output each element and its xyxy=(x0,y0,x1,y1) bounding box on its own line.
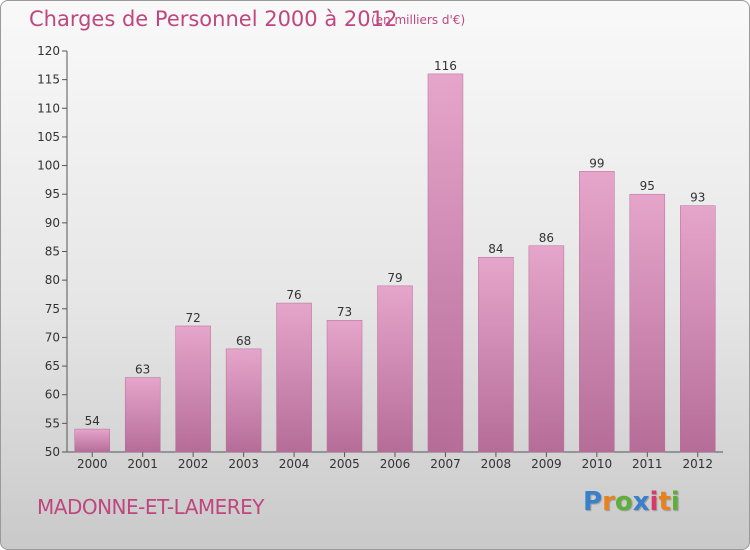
bar-2010 xyxy=(579,171,615,453)
y-tick-label: 50 xyxy=(45,445,60,459)
x-tick-label: 2002 xyxy=(178,457,209,471)
x-tick-label: 2004 xyxy=(279,457,310,471)
value-labels: 54 63 72 68 76 73 79 116 84 86 99 95 93 xyxy=(85,59,706,428)
bar-2009 xyxy=(528,245,565,453)
logo-letter: x xyxy=(632,487,650,517)
value-label: 84 xyxy=(488,242,503,256)
chart-subtitle: (en milliers d'€) xyxy=(371,13,466,27)
x-tick-label: 2009 xyxy=(531,457,562,471)
x-tick-label: 2011 xyxy=(632,457,663,471)
x-tick-label: 2001 xyxy=(127,457,158,471)
y-tick-label: 105 xyxy=(37,130,60,144)
y-tick-label: 60 xyxy=(45,388,60,402)
logo-letter: i xyxy=(649,487,659,517)
logo-letter: i xyxy=(670,487,680,517)
y-tick-label: 75 xyxy=(45,302,60,316)
bar-2003 xyxy=(225,348,262,453)
y-tick-label: 55 xyxy=(45,416,60,430)
value-label: 95 xyxy=(640,179,655,193)
y-tick-label: 90 xyxy=(45,216,60,230)
value-label: 68 xyxy=(236,334,251,348)
x-tick-label: 2008 xyxy=(481,457,512,471)
logo-letter: t xyxy=(658,487,671,517)
y-tick-label: 70 xyxy=(45,330,60,344)
bar-2000 xyxy=(74,428,110,453)
value-label: 86 xyxy=(539,231,554,245)
bar-2011 xyxy=(629,193,666,453)
y-tick-label: 110 xyxy=(37,101,60,115)
axes: 50 55 60 65 70 75 80 85 90 95 100 105 110 115 120 2000 2… xyxy=(37,44,723,471)
value-label: 63 xyxy=(135,363,150,377)
value-label: 72 xyxy=(186,311,201,325)
y-tick-label: 100 xyxy=(37,159,60,173)
value-label: 76 xyxy=(286,288,301,302)
bar-2004 xyxy=(276,302,312,453)
bar-2001 xyxy=(124,377,161,453)
bar-2002 xyxy=(175,325,211,453)
bar-2012 xyxy=(680,205,716,453)
y-tick-label: 120 xyxy=(37,44,60,58)
x-tick-label: 2007 xyxy=(430,457,461,471)
y-tick-label: 85 xyxy=(45,245,60,259)
y-tick-label: 95 xyxy=(45,187,60,201)
value-label: 73 xyxy=(337,305,352,319)
x-tick-label: 2000 xyxy=(77,457,108,471)
value-label: 79 xyxy=(387,271,402,285)
x-tick-label: 2006 xyxy=(380,457,411,471)
x-tick-label: 2010 xyxy=(582,457,613,471)
x-tick-label: 2003 xyxy=(228,457,259,471)
logo-letter: P xyxy=(583,487,603,517)
y-tick-label: 115 xyxy=(37,73,60,87)
chart-title: Charges de Personnel 2000 à 2012 xyxy=(29,7,398,31)
bar-2007 xyxy=(427,73,464,453)
proxiti-logo: Proxiti xyxy=(583,487,680,517)
bars xyxy=(74,73,716,453)
bar-2005 xyxy=(326,319,363,453)
value-label: 93 xyxy=(690,191,705,205)
x-tick-label: 2005 xyxy=(329,457,360,471)
commune-name: MADONNE-ET-LAMEREY xyxy=(37,495,265,519)
x-tick-label: 2012 xyxy=(682,457,713,471)
value-label: 116 xyxy=(434,59,457,73)
value-label: 99 xyxy=(589,156,604,170)
bar-2006 xyxy=(377,285,413,453)
bar-2008 xyxy=(478,256,514,453)
y-tick-label: 65 xyxy=(45,359,60,373)
y-tick-label: 80 xyxy=(45,273,60,287)
value-label: 54 xyxy=(85,414,100,428)
logo-letter: o xyxy=(614,487,633,517)
logo-letter: r xyxy=(602,487,615,517)
